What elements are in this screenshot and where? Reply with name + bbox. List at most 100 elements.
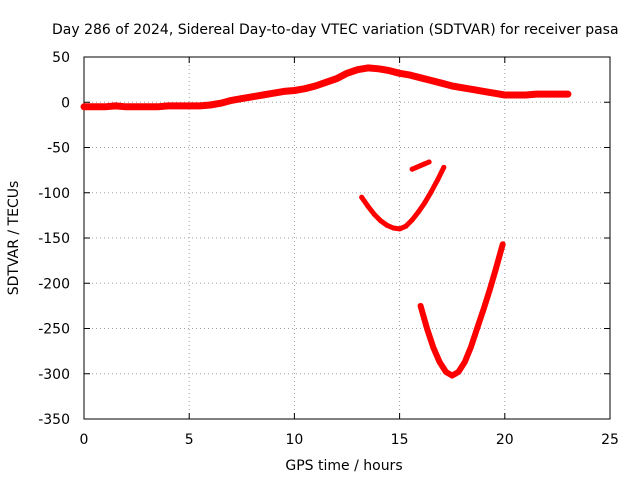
data-point: [365, 65, 371, 71]
data-point: [365, 203, 371, 209]
data-point: [81, 104, 87, 110]
data-point: [428, 189, 434, 195]
data-point: [418, 303, 424, 309]
data-point: [474, 325, 480, 331]
data-point: [468, 344, 474, 350]
data-point: [371, 212, 377, 217]
data-point: [435, 177, 440, 183]
data-point: [456, 369, 461, 375]
axis-ticks: [83, 56, 611, 420]
data-point: [462, 359, 468, 365]
data-point: [533, 91, 539, 97]
series-line: [80, 64, 572, 111]
series-line: [359, 164, 447, 232]
grid-lines: [84, 57, 610, 419]
data-point: [378, 218, 384, 224]
data-point: [418, 75, 424, 81]
data-point: [460, 85, 466, 91]
data-point: [239, 96, 245, 102]
y-axis-title: SDTVAR / TECUs: [6, 181, 22, 296]
x-tick-label: 25: [601, 432, 619, 448]
data-point: [260, 92, 266, 98]
data-point: [441, 164, 447, 170]
y-tick-label: 50: [52, 50, 70, 66]
data-point: [422, 200, 428, 206]
data-series: [80, 64, 572, 379]
data-point: [165, 103, 171, 109]
data-point: [443, 369, 449, 375]
series-line: [417, 241, 506, 379]
y-tick-label: -350: [38, 412, 70, 428]
y-tick-label: -200: [38, 276, 70, 292]
data-point: [426, 159, 432, 165]
data-point: [544, 91, 550, 97]
x-tick-label: 10: [285, 432, 303, 448]
y-tick-label: -100: [38, 186, 70, 202]
data-point: [197, 103, 203, 109]
data-point: [422, 161, 428, 167]
data-point: [123, 104, 129, 110]
y-tick-label: -50: [47, 141, 70, 157]
data-point: [390, 225, 396, 231]
x-tick-label: 5: [185, 432, 194, 448]
data-point: [512, 92, 518, 98]
data-point: [430, 345, 436, 350]
chart-title: Day 286 of 2024, Sidereal Day-to-day VTE…: [52, 22, 619, 38]
data-point: [491, 90, 497, 96]
series-1: [359, 164, 447, 232]
data-point: [449, 83, 455, 89]
data-point: [413, 164, 419, 170]
data-point: [437, 359, 443, 365]
data-point: [144, 104, 150, 110]
data-point: [397, 226, 403, 232]
x-tick-label: 0: [80, 432, 89, 448]
data-point: [418, 163, 424, 169]
y-tick-label: -250: [38, 322, 70, 338]
x-tick-label: 15: [391, 432, 409, 448]
data-point: [302, 86, 308, 92]
data-point: [565, 91, 571, 97]
data-point: [155, 104, 161, 110]
x-tick-labels: 0 5 10 15 20 25: [80, 432, 619, 448]
data-point: [134, 104, 140, 110]
data-point: [176, 103, 182, 109]
data-point: [502, 92, 508, 98]
y-tick-label: -150: [38, 231, 70, 247]
data-point: [102, 104, 108, 110]
data-point: [281, 88, 287, 94]
data-point: [481, 306, 487, 312]
data-point: [403, 223, 409, 229]
data-point: [334, 76, 339, 82]
data-point: [384, 222, 390, 228]
data-point: [470, 87, 476, 93]
data-point: [487, 286, 493, 292]
data-point: [228, 97, 234, 103]
x-axis-title: GPS time / hours: [285, 458, 402, 474]
x-tick-label: 20: [496, 432, 514, 448]
series-3: [417, 241, 506, 379]
data-point: [207, 102, 213, 108]
data-point: [291, 88, 297, 93]
data-point: [218, 100, 224, 106]
data-point: [344, 70, 350, 76]
data-point: [312, 83, 318, 89]
data-point: [397, 70, 403, 76]
data-point: [500, 241, 506, 247]
data-point: [523, 92, 529, 98]
plot-frame: [83, 56, 611, 420]
data-point: [493, 264, 499, 270]
data-point: [186, 103, 192, 109]
data-point: [113, 103, 119, 109]
data-point: [439, 80, 445, 86]
y-tick-labels: 50 0 -50 -100 -150 -200 -250 -300 -350: [38, 50, 70, 428]
series-2: [409, 159, 432, 172]
data-point: [323, 79, 329, 85]
data-point: [424, 326, 430, 331]
data-point: [376, 66, 382, 72]
data-point: [416, 209, 421, 215]
data-point: [481, 88, 487, 94]
data-point: [359, 194, 365, 200]
data-point: [449, 373, 455, 379]
data-point: [92, 104, 97, 110]
